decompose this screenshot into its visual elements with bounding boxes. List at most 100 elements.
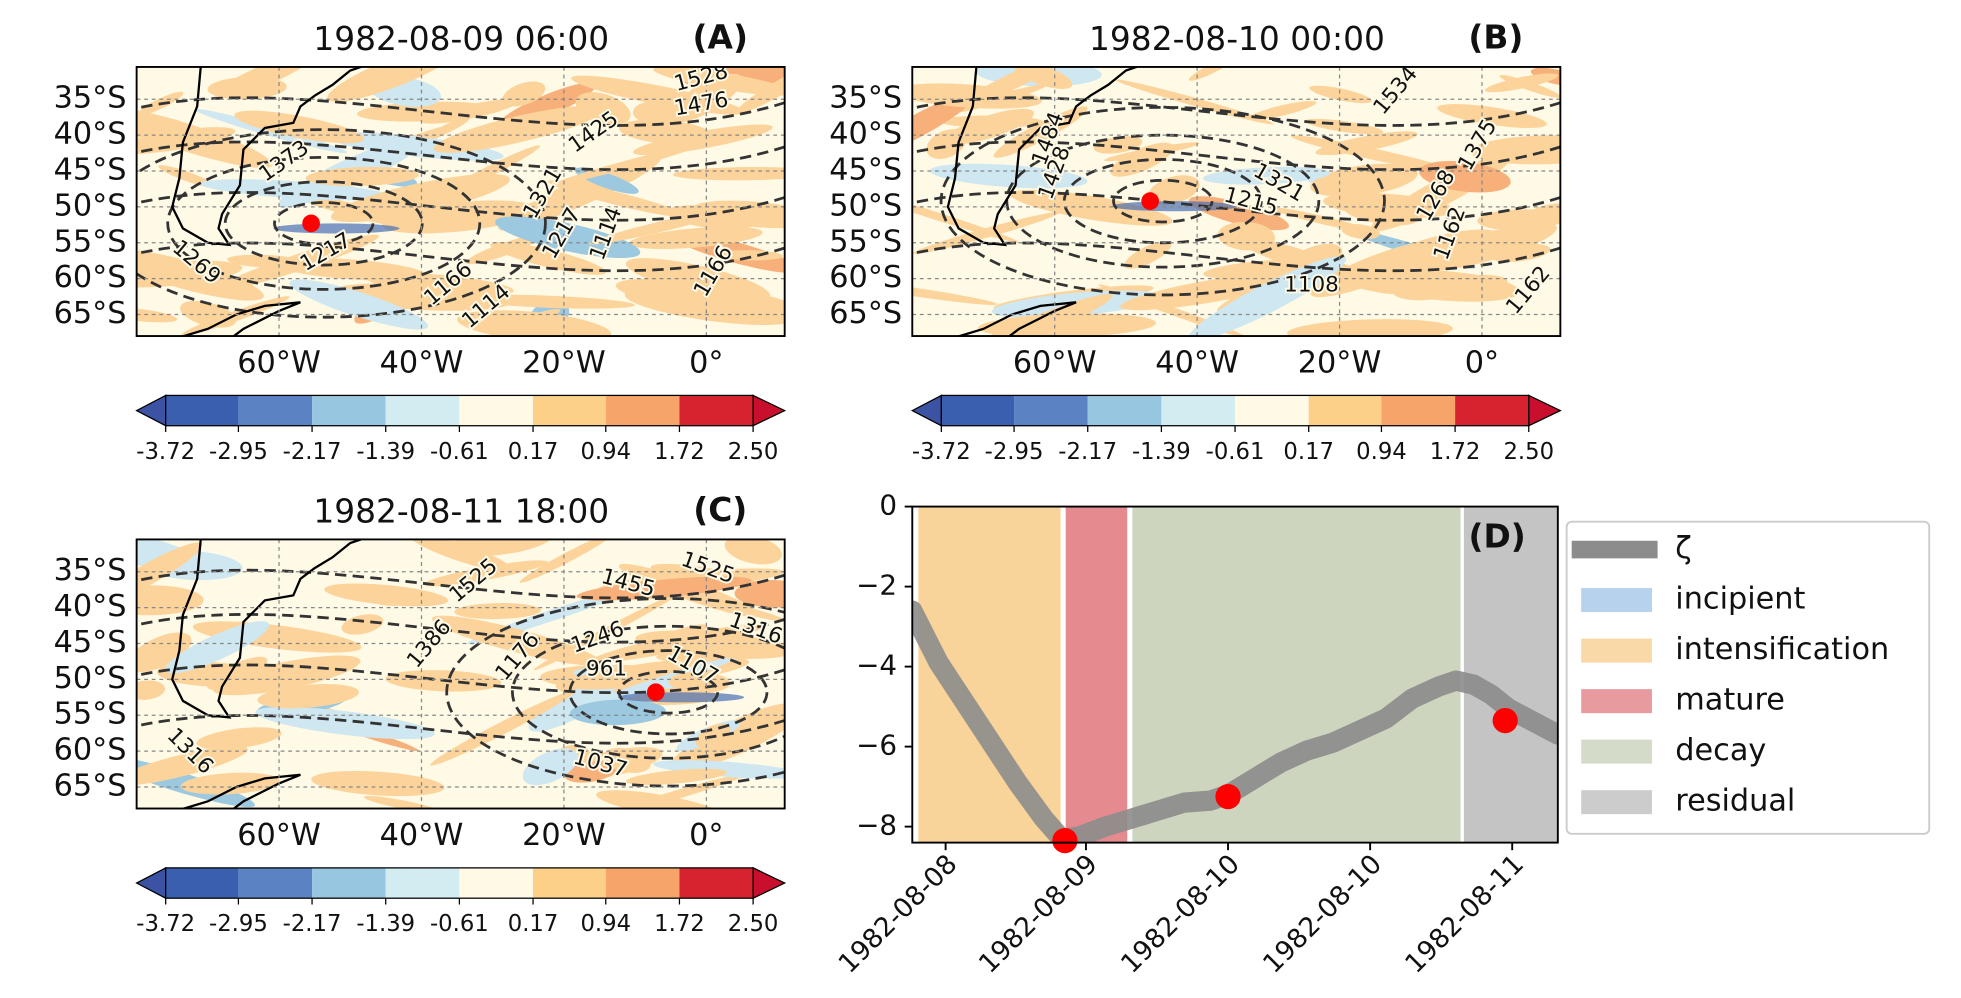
colorbar-segment: [941, 395, 1015, 426]
coastline: [180, 773, 301, 809]
field-blob: [136, 249, 264, 301]
field-blob: [212, 655, 361, 696]
colorbar-extend: [910, 394, 942, 427]
panel-label: (B): [1468, 19, 1523, 57]
field-blob: [439, 145, 541, 197]
field-blob: [912, 188, 1020, 243]
contour: [939, 105, 1386, 297]
field-blob: [588, 207, 737, 245]
colorbar-extend: [135, 866, 167, 900]
colorbar-segment: [1014, 395, 1088, 426]
colorbar-tick-label: -0.61: [1206, 439, 1265, 465]
field-blob: [431, 615, 602, 666]
y-tick-label: 50°S: [54, 661, 127, 696]
field-blob: [734, 580, 785, 608]
colorbar-segment: [238, 395, 313, 426]
phase-marker: [1215, 783, 1241, 810]
field-blob: [1421, 223, 1557, 271]
field-blob: [1104, 142, 1200, 162]
colorbar-segment: [605, 395, 680, 426]
x-tick-label: 1982-08-08: [833, 849, 964, 980]
field-blob: [214, 66, 316, 99]
field-blob: [952, 293, 1113, 337]
phase-span: [918, 506, 1061, 843]
field-blob: [629, 226, 763, 249]
y-tick-label: −6: [856, 729, 897, 762]
x-tick-label: 0°: [689, 818, 723, 853]
legend-swatch: [1581, 689, 1652, 714]
colorbar-segment: [1308, 395, 1382, 426]
colorbar-tick-label: -3.72: [136, 911, 195, 937]
field-blob: [596, 790, 725, 809]
field-blob: [672, 167, 785, 181]
field-blob: [1119, 271, 1304, 311]
map-frame: [135, 538, 786, 810]
y-tick-label: 40°S: [54, 589, 127, 624]
colorbar-tick-label: -2.95: [209, 911, 268, 937]
field-blob: [1490, 243, 1551, 263]
field-blob: [427, 117, 470, 139]
x-tick-label: 40°W: [380, 818, 464, 853]
contour: [136, 140, 785, 172]
colorbar-tick-label: -2.17: [283, 439, 342, 465]
colorbar-extend: [1528, 394, 1562, 427]
field-blob: [1309, 85, 1372, 104]
field-blob: [575, 92, 631, 125]
x-tick-label: 60°W: [237, 345, 321, 380]
field-blob: [653, 760, 785, 779]
field-blob: [1115, 79, 1274, 125]
colorbar-tick-label: 2.50: [728, 911, 779, 937]
field-blob: [1529, 203, 1561, 223]
field-blob: [1286, 319, 1453, 337]
field-blob: [1010, 189, 1173, 226]
map-frame: [135, 66, 786, 337]
colorbar-tick-label: 0.94: [580, 911, 631, 937]
axes-frame: [911, 505, 1559, 844]
field-blob: [615, 278, 785, 319]
legend-label: decay: [1675, 733, 1766, 768]
x-tick-label: 60°W: [237, 818, 321, 853]
colorbar-segment: [165, 395, 239, 426]
colorbar-segment: [1161, 395, 1236, 426]
field-blob: [522, 748, 579, 786]
field-blob: [200, 179, 389, 201]
field-blob: [1469, 135, 1561, 165]
y-tick-label: 45°S: [829, 152, 902, 187]
field-blob: [653, 66, 785, 96]
colorbar-segment: [533, 867, 606, 899]
contour: [511, 624, 785, 760]
field-blob: [408, 539, 512, 572]
phase-span: [1065, 506, 1128, 843]
cyclone-center: [646, 683, 665, 702]
cyclone-center: [1141, 192, 1159, 210]
map-frame: [911, 66, 1562, 337]
colorbar-tick-label: 0.17: [508, 439, 559, 465]
x-tick-label: 1982-08-11: [1399, 849, 1530, 980]
field-blob: [547, 180, 686, 218]
colorbar-segment: [1087, 395, 1162, 426]
field-blob: [1013, 66, 1073, 90]
field-blob: [912, 278, 998, 305]
colorbar-tick-label: 1.72: [654, 439, 705, 465]
legend-box: [1565, 520, 1931, 835]
colorbar-tick-label: -2.95: [985, 439, 1044, 465]
y-tick-label: 40°S: [54, 117, 127, 152]
y-tick-label: 35°S: [54, 81, 127, 116]
colorbar-tick-label: 1.72: [654, 911, 705, 937]
x-tick-label: 0°: [1465, 345, 1499, 380]
field-blob: [196, 727, 282, 750]
y-tick-label: 0: [879, 489, 897, 522]
field-blob: [495, 216, 641, 259]
y-tick-label: 65°S: [829, 296, 902, 331]
line: [912, 600, 1558, 843]
y-tick-label: −2: [856, 569, 897, 602]
y-tick-label: −8: [856, 809, 897, 842]
field-blob: [490, 241, 607, 275]
y-tick-label: 60°S: [54, 733, 127, 768]
field-blob: [930, 163, 1088, 189]
field-blob: [1419, 160, 1511, 193]
coastline: [171, 66, 362, 247]
